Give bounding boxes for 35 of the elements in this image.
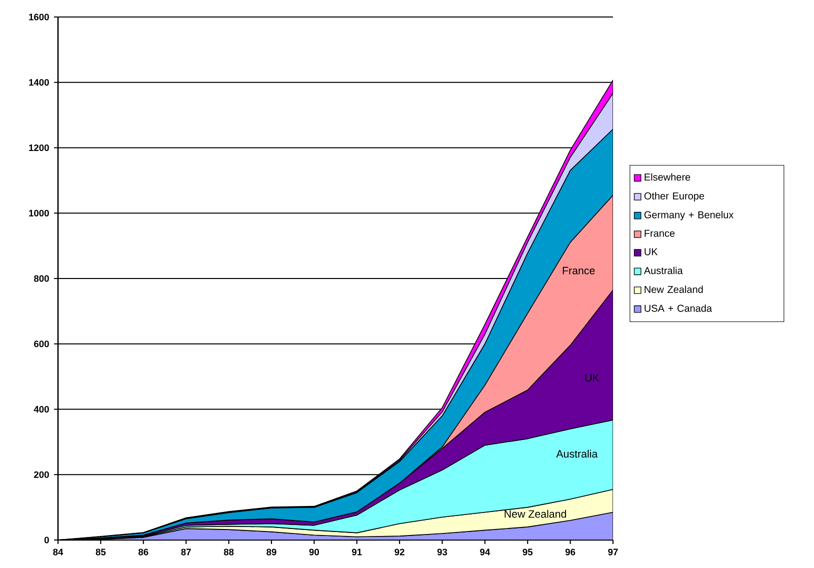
legend-label: USA + Canada	[644, 304, 712, 312]
legend-label: France	[644, 230, 675, 237]
x-tick-label: 95	[522, 548, 533, 556]
y-tick-label: 1400	[29, 79, 49, 86]
legend-label: Other Europe	[644, 192, 704, 202]
x-tick-label: 87	[181, 548, 191, 556]
legend-label: Australia	[644, 266, 683, 274]
annotation: France	[562, 266, 595, 274]
x-tick-label: 97	[608, 548, 618, 556]
x-tick-label: 96	[565, 548, 576, 556]
annotation: Australia	[556, 450, 598, 458]
annotation: UK	[585, 374, 600, 382]
y-tick-label: 600	[34, 340, 49, 348]
x-tick-label: 91	[352, 548, 362, 556]
x-tick-label: 88	[224, 548, 234, 556]
legend-label: Elsewhere	[644, 173, 690, 181]
y-tick-label: 800	[34, 275, 49, 282]
x-tick-label: 85	[96, 548, 106, 556]
y-tick-label: 200	[34, 471, 49, 478]
x-tick-label: 92	[394, 548, 404, 556]
x-tick-label: 94	[480, 548, 490, 556]
x-tick-label: 90	[309, 548, 319, 556]
y-tick-label: 1600	[29, 14, 49, 20]
legend-label: New Zealand	[644, 286, 703, 293]
legend-label: UK	[644, 248, 658, 256]
legend-label: Germany + Benelux	[644, 210, 734, 220]
y-tick-label: 0	[44, 536, 49, 544]
y-tick-label: 400	[34, 406, 49, 413]
x-tick-label: 89	[266, 548, 276, 556]
y-tick-label: 1200	[29, 144, 49, 152]
x-tick-label: 84	[53, 548, 64, 556]
y-tick-label: 1000	[29, 210, 49, 216]
annotation: New Zealand	[504, 510, 566, 518]
x-tick-label: 93	[437, 548, 448, 556]
x-tick-label: 86	[138, 548, 148, 556]
